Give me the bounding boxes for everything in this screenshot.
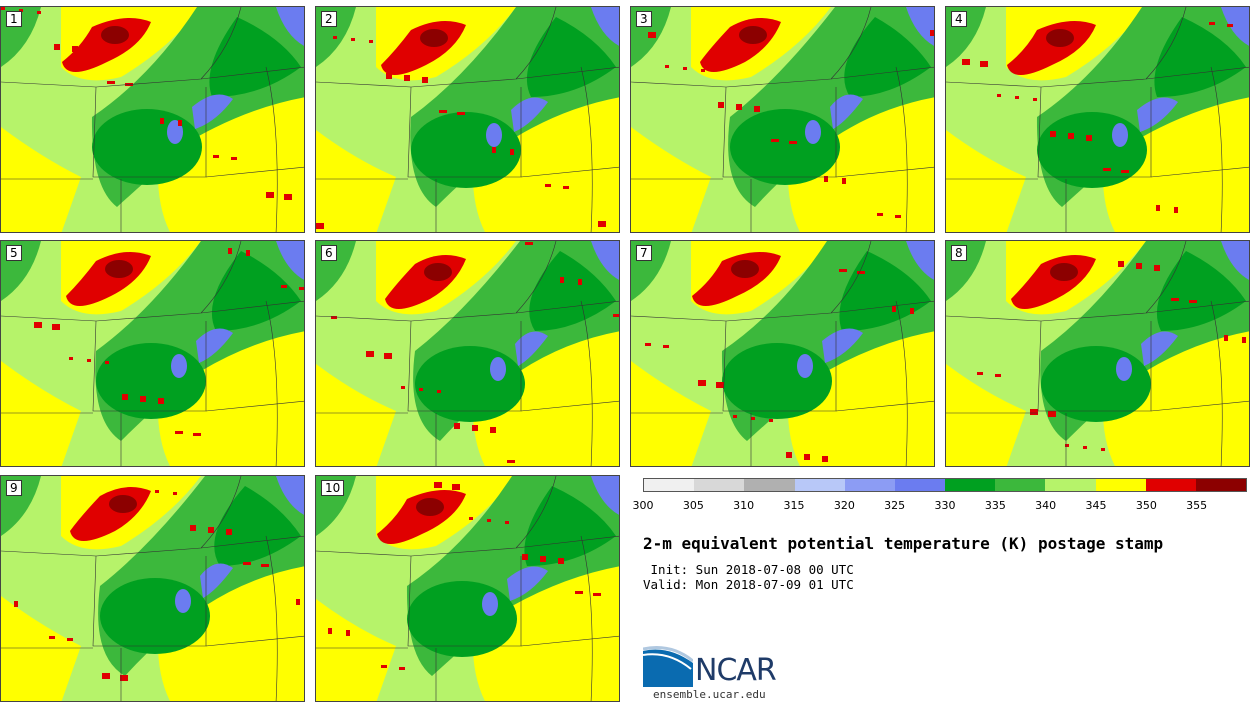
colorbar-tick-label: 320 [833,499,855,512]
member-number-label: 10 [321,480,345,496]
ensemble-member-map: 9 [0,475,305,702]
colorbar-segment [844,479,895,491]
colorbar-tick-label: 330 [934,499,956,512]
member-number-label: 1 [6,11,22,27]
colorbar-segment [1045,479,1096,491]
website-url: ensemble.ucar.edu [653,688,766,701]
colorbar-tick-label: 300 [632,499,654,512]
ensemble-member-map: 5 [0,240,305,467]
plot-title: 2-m equivalent potential temperature (K)… [643,534,1164,553]
logo-wordmark: NCAR [695,653,777,688]
colorbar-tick-label: 345 [1085,499,1107,512]
colorbar-segment [1195,479,1247,491]
colorbar-segment [995,479,1046,491]
colorbar-tick-label: 325 [884,499,906,512]
colorbar [643,478,1247,492]
member-number-label: 6 [321,245,337,261]
colorbar-tick-label: 310 [733,499,755,512]
member-number-label: 4 [951,11,967,27]
colorbar-segment [1145,479,1196,491]
ncar-logo-icon [643,646,693,687]
colorbar-tick-label: 355 [1186,499,1208,512]
ensemble-member-map: 10 [315,475,620,702]
ensemble-member-map: 4 [945,6,1250,233]
ensemble-member-map: 6 [315,240,620,467]
ensemble-member-map: 3 [630,6,935,233]
colorbar-tick-label: 340 [1035,499,1057,512]
colorbar-segment [694,479,745,491]
colorbar-tick-label: 350 [1135,499,1157,512]
member-number-label: 2 [321,11,337,27]
member-number-label: 3 [636,11,652,27]
colorbar-segment [945,479,996,491]
member-number-label: 9 [6,480,22,496]
colorbar-segment [794,479,845,491]
colorbar-segment [744,479,795,491]
colorbar-segment [1095,479,1146,491]
colorbar-tick-label: 315 [783,499,805,512]
init-time: Init: Sun 2018-07-08 00 UTC [643,562,854,577]
member-number-label: 7 [636,245,652,261]
ensemble-member-map: 1 [0,6,305,233]
member-number-label: 5 [6,245,22,261]
colorbar-tick-label: 335 [984,499,1006,512]
member-number-label: 8 [951,245,967,261]
ensemble-member-map: 2 [315,6,620,233]
ensemble-member-map: 8 [945,240,1250,467]
colorbar-segment [644,479,695,491]
ensemble-member-map: 7 [630,240,935,467]
colorbar-tick-label: 305 [682,499,704,512]
colorbar-segment [894,479,946,491]
valid-time: Valid: Mon 2018-07-09 01 UTC [643,577,854,592]
